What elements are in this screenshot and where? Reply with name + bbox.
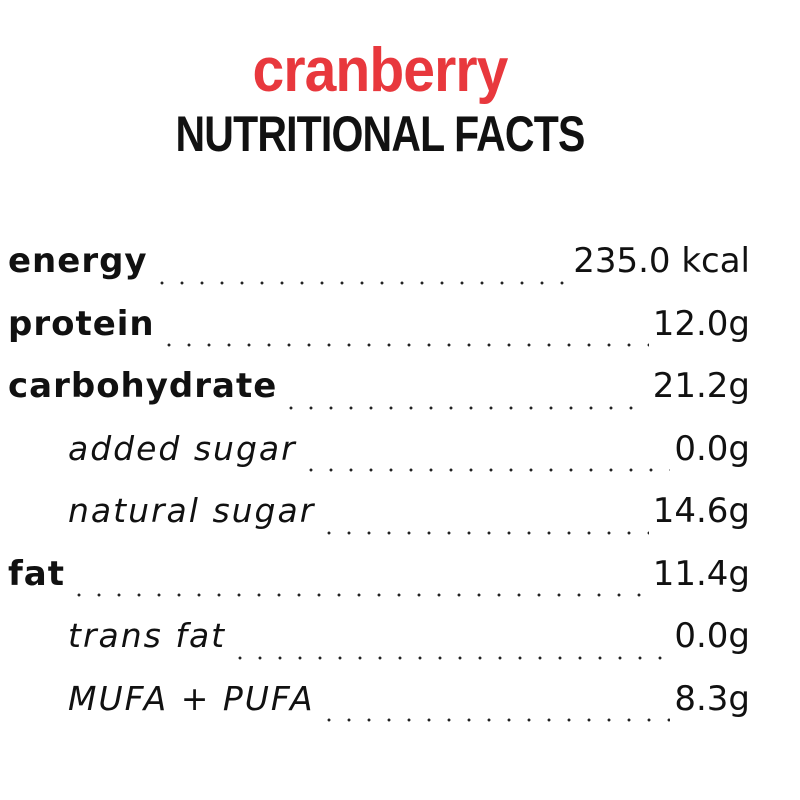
fact-label: carbohydrate	[8, 366, 278, 406]
fact-row-trans-fat: trans fat 0.0g	[8, 611, 750, 674]
dot-leader	[319, 530, 649, 535]
nutrition-facts-list: energy 235.0 kcal protein 12.0g carbohyd…	[8, 236, 750, 736]
fact-value: 14.6g	[652, 491, 750, 531]
dot-leader	[300, 468, 671, 472]
page-title: NUTRITIONAL FACTS	[175, 106, 586, 162]
fact-label: MUFA + PUFA	[68, 678, 315, 718]
fact-label: fat	[8, 553, 65, 594]
fact-row-natural-sugar: natural sugar 14.6g	[8, 486, 750, 549]
fact-value: 8.3g	[674, 678, 750, 719]
fact-value: 12.0g	[652, 303, 750, 344]
fact-value: 235.0 kcal	[573, 241, 750, 281]
fact-label: natural sugar	[68, 491, 316, 530]
fact-label: protein	[8, 303, 155, 344]
fact-row-protein: protein 12.0g	[8, 299, 750, 362]
dot-leader	[158, 343, 649, 347]
fact-value: 11.4g	[652, 553, 750, 594]
fact-label: energy	[8, 241, 148, 281]
product-name: cranberry	[252, 36, 509, 105]
fact-row-fat: fat 11.4g	[8, 549, 750, 612]
fact-row-added-sugar: added sugar 0.0g	[8, 424, 750, 487]
fact-value: 21.2g	[652, 366, 750, 406]
fact-label: added sugar	[68, 428, 297, 468]
fact-row-mufa-pufa: MUFA + PUFA 8.3g	[8, 674, 750, 737]
fact-value: 0.0g	[674, 428, 750, 469]
fact-row-energy: energy 235.0 kcal	[8, 236, 750, 299]
dot-leader	[281, 405, 649, 410]
dot-leader	[151, 280, 570, 285]
title-block: cranberry NUTRITIONAL FACTS	[0, 36, 760, 163]
fact-row-carbohydrate: carbohydrate 21.2g	[8, 361, 750, 424]
fact-label: trans fat	[68, 616, 227, 655]
dot-leader	[318, 718, 671, 722]
dot-leader	[230, 655, 671, 660]
fact-value: 0.0g	[674, 616, 750, 656]
dot-leader	[69, 593, 649, 597]
